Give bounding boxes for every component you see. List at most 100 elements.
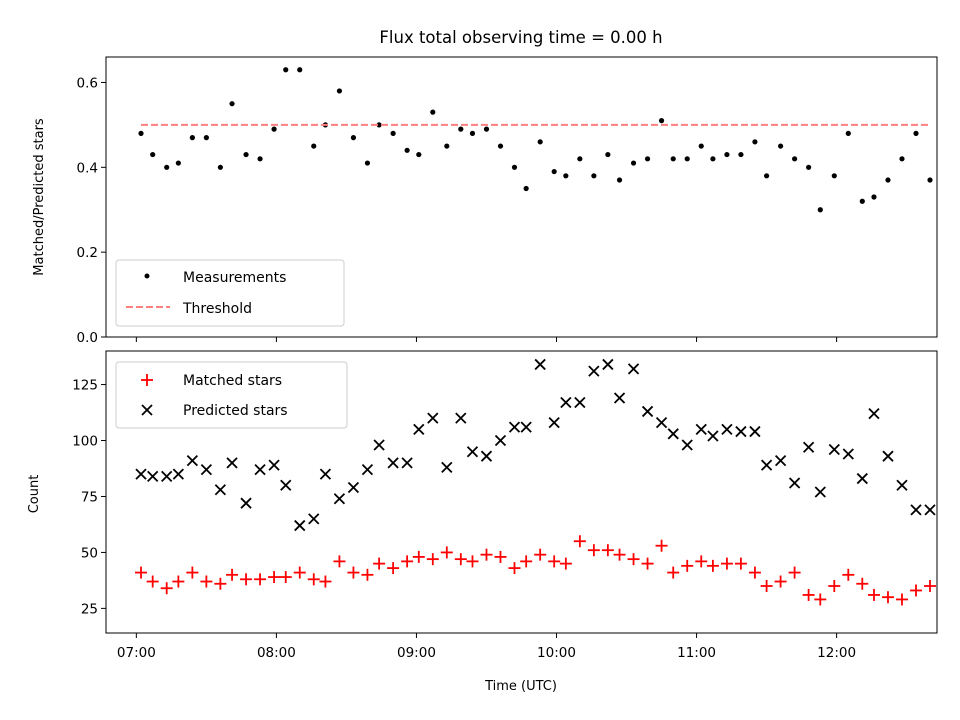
matched-stars-point [387,562,400,575]
measurements-point [698,143,704,149]
predicted-stars-point [774,455,787,467]
predicted-stars-point [333,493,346,505]
matched-stars-point [587,544,600,557]
measurements-point [551,168,557,175]
predicted-stars-point [548,416,560,429]
measurements-point [469,130,476,136]
predicted-stars-point [896,479,908,491]
measurements-point [630,160,637,166]
matched-stars-point [534,548,547,561]
matched-stars-point [172,575,185,588]
measurements-point [885,177,891,183]
legend-predicted-marker [141,404,153,416]
measurements-point [483,126,490,132]
matched-stars-point [412,550,425,563]
measurements-point [899,156,905,162]
legend-measurements-label: Measurements [183,270,286,286]
legend-matched-marker [141,374,153,386]
matched-stars-point [909,584,922,597]
matched-stars-point [627,553,640,566]
predicted-stars-point [842,448,854,460]
matched-stars-point [720,557,733,570]
matched-stars-point [254,573,267,586]
predicted-stars-point [361,463,374,476]
measurements-point [243,151,249,158]
bottom-y-tick-label: 125 [72,378,98,394]
top-legend: Measurements Threshold [115,259,345,327]
measurements-point [416,151,422,158]
predicted-stars-point [161,470,173,482]
measurements-point [563,173,569,179]
bottom-legend: Matched stars Predicted stars [115,361,348,429]
predicted-stars-point [494,434,507,447]
measurements-point [724,151,730,158]
measurements-point [792,156,798,162]
top-plot-area: 0.0 0.2 0.4 0.6 Measurements Threshold [77,56,938,346]
top-data-marks [138,67,933,213]
matched-stars-point [802,588,815,601]
measurements-point [763,173,770,179]
measurements-point [430,109,436,115]
predicted-stars-point [200,463,213,476]
measurements-point [817,207,823,213]
predicted-stars-point [186,455,199,467]
matched-stars-point [146,575,159,588]
predicted-stars-point [534,358,546,371]
bottom-data-marks [135,358,936,606]
measurements-point [523,185,529,192]
matched-stars-point [426,553,439,566]
matched-stars-point [734,557,747,570]
x-tick-label: 12:00 [817,645,856,661]
matched-stars-point [160,582,173,595]
top-chart-title: Flux total observing time = 0.00 h [379,28,662,47]
predicted-stars-point [280,479,292,491]
predicted-stars-point [882,450,894,462]
matched-stars-point [774,575,787,588]
measurements-point [670,156,676,162]
predicted-stars-point [788,477,801,489]
predicted-stars-point [172,468,184,480]
predicted-stars-point [655,416,668,429]
x-tick-label: 10:00 [537,645,576,661]
predicted-stars-point [387,457,399,469]
top-y-axis-label: Matched/Predicted stars [32,118,47,276]
x-tick-label: 11:00 [677,645,716,661]
top-y-tick-label: 0.0 [77,330,98,346]
measurements-point [297,67,303,73]
measurements-point [350,135,357,141]
measurements-point [644,156,651,162]
legend-predicted-label: Predicted stars [183,403,288,419]
predicted-stars-point [735,425,747,438]
measurements-point [710,156,716,162]
matched-stars-point [347,566,360,579]
x-tick-label: 07:00 [117,645,156,661]
measurements-point [577,156,583,162]
matched-stars-point [520,555,533,568]
predicted-stars-point [268,459,280,471]
predicted-stars-point [294,519,306,532]
predicted-stars-point [480,450,493,462]
matched-stars-point [240,573,253,586]
measurements-point [376,122,382,128]
legend-threshold-label: Threshold [182,301,252,317]
measurements-point [684,156,690,162]
bottom-y-tick-label: 75 [81,489,98,505]
legend-measurements-marker [144,273,150,279]
predicted-stars-point [856,472,868,485]
predicted-stars-point [588,365,600,377]
predicted-stars-point [560,396,572,409]
top-axis-ticks: 0.0 0.2 0.4 0.6 [77,75,838,346]
measurements-point [404,147,410,153]
predicted-stars-point [828,443,840,456]
measurements-point [913,130,919,136]
matched-stars-point [200,575,213,588]
x-tick-label: 09:00 [397,645,436,661]
matched-stars-point [319,575,332,588]
matched-stars-point [895,593,908,606]
predicted-stars-point [924,504,936,516]
predicted-stars-point [681,439,693,451]
predicted-stars-point [319,468,332,480]
predicted-stars-point [695,423,707,435]
predicted-stars-point [520,421,532,433]
